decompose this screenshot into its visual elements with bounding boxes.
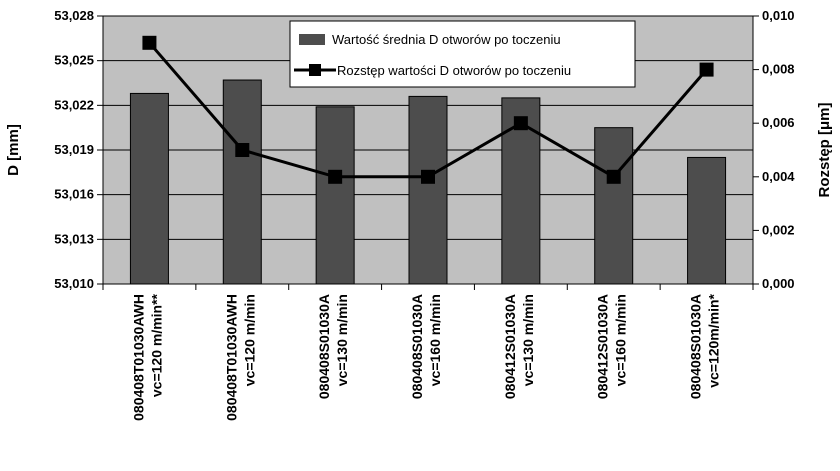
bar bbox=[408, 95, 448, 285]
legend-line-label: Rozstęp wartości D otworów po toczeniu bbox=[337, 63, 571, 78]
category-label-line: 080408S01030A bbox=[316, 294, 332, 399]
y2-axis-title: Rozstęp [μm] bbox=[816, 102, 833, 197]
range-line bbox=[142, 35, 714, 184]
line-point bbox=[421, 169, 435, 184]
left-tick-label: 53,022 bbox=[54, 97, 94, 112]
legend: Wartość średnia D otworów po toczeniu Ro… bbox=[289, 20, 636, 88]
category-label: 080408S01030A vc=160 m/min bbox=[409, 294, 443, 399]
category-label-line: vc=120m/min* bbox=[706, 293, 722, 387]
category-label-line: vc=160 m/min bbox=[427, 294, 443, 386]
bar bbox=[687, 156, 727, 285]
category-label-line: vc=160 m/min bbox=[613, 294, 629, 386]
right-tick-label: 0,010 bbox=[762, 8, 795, 23]
right-tick-label: 0,004 bbox=[762, 169, 795, 184]
axes bbox=[97, 15, 759, 290]
line-point bbox=[513, 116, 528, 131]
category-label-line: 080408S01030A bbox=[409, 294, 425, 399]
legend-line-marker bbox=[309, 64, 321, 76]
legend-bar-label: Wartość średnia D otworów po toczeniu bbox=[332, 32, 561, 47]
line-point bbox=[606, 169, 621, 184]
left-tick-label: 53,028 bbox=[54, 8, 94, 23]
category-label: 080412S01030A vc=130 m/min bbox=[502, 294, 536, 399]
category-label: 080408T01030AWH vc=120 m/min bbox=[223, 294, 257, 421]
y-axis-title: D [mm] bbox=[5, 124, 22, 176]
right-tick-label: 0,002 bbox=[762, 222, 795, 237]
category-label-line: vc=120 m/min bbox=[241, 294, 257, 386]
category-label-line: 080408T01030AWH bbox=[130, 294, 146, 421]
category-label: 080408S01030A vc=120m/min* bbox=[688, 293, 722, 399]
left-tick-labels: 53,028 53,025 53,022 53,019 53,016 53,013 53,0… bbox=[54, 8, 94, 291]
right-tick-label: 0,000 bbox=[762, 276, 795, 291]
category-label-line: vc=120 m/min** bbox=[148, 293, 164, 397]
left-tick-label: 53,013 bbox=[54, 231, 94, 246]
legend-bar-swatch bbox=[299, 34, 325, 45]
legend-box bbox=[289, 20, 636, 88]
left-tick-label: 53,016 bbox=[54, 187, 94, 202]
bar bbox=[222, 79, 262, 285]
left-tick-label: 53,025 bbox=[54, 53, 94, 68]
category-label-line: vc=130 m/min bbox=[334, 294, 350, 386]
category-label: 080408S01030A vc=130 m/min bbox=[316, 294, 350, 399]
bars bbox=[129, 79, 727, 285]
category-label-line: 080408S01030A bbox=[688, 294, 704, 399]
line-point bbox=[235, 143, 250, 157]
category-label: 080408T01030AWH vc=120 m/min** bbox=[130, 293, 164, 420]
bar bbox=[315, 106, 355, 285]
line-point bbox=[142, 35, 157, 50]
category-label-line: 080412S01030A bbox=[502, 294, 518, 399]
category-label-line: 080412S01030A bbox=[595, 294, 611, 399]
line-point bbox=[328, 169, 343, 184]
right-tick-labels: 0,010 0,008 0,006 0,004 0,002 0,000 bbox=[762, 8, 795, 291]
right-tick-label: 0,006 bbox=[762, 115, 795, 130]
category-label: 080412S01030A vc=160 m/min bbox=[595, 294, 629, 399]
left-tick-label: 53,019 bbox=[54, 142, 94, 157]
category-labels: 080408T01030AWH vc=120 m/min** 080408T0103… bbox=[130, 293, 721, 420]
category-label-line: vc=130 m/min bbox=[520, 294, 536, 386]
category-label-line: 080408T01030AWH bbox=[223, 294, 239, 421]
line-point bbox=[699, 62, 714, 77]
left-tick-label: 53,010 bbox=[54, 276, 94, 291]
bar bbox=[129, 92, 169, 285]
right-tick-label: 0,008 bbox=[762, 62, 795, 77]
bar bbox=[594, 127, 634, 285]
